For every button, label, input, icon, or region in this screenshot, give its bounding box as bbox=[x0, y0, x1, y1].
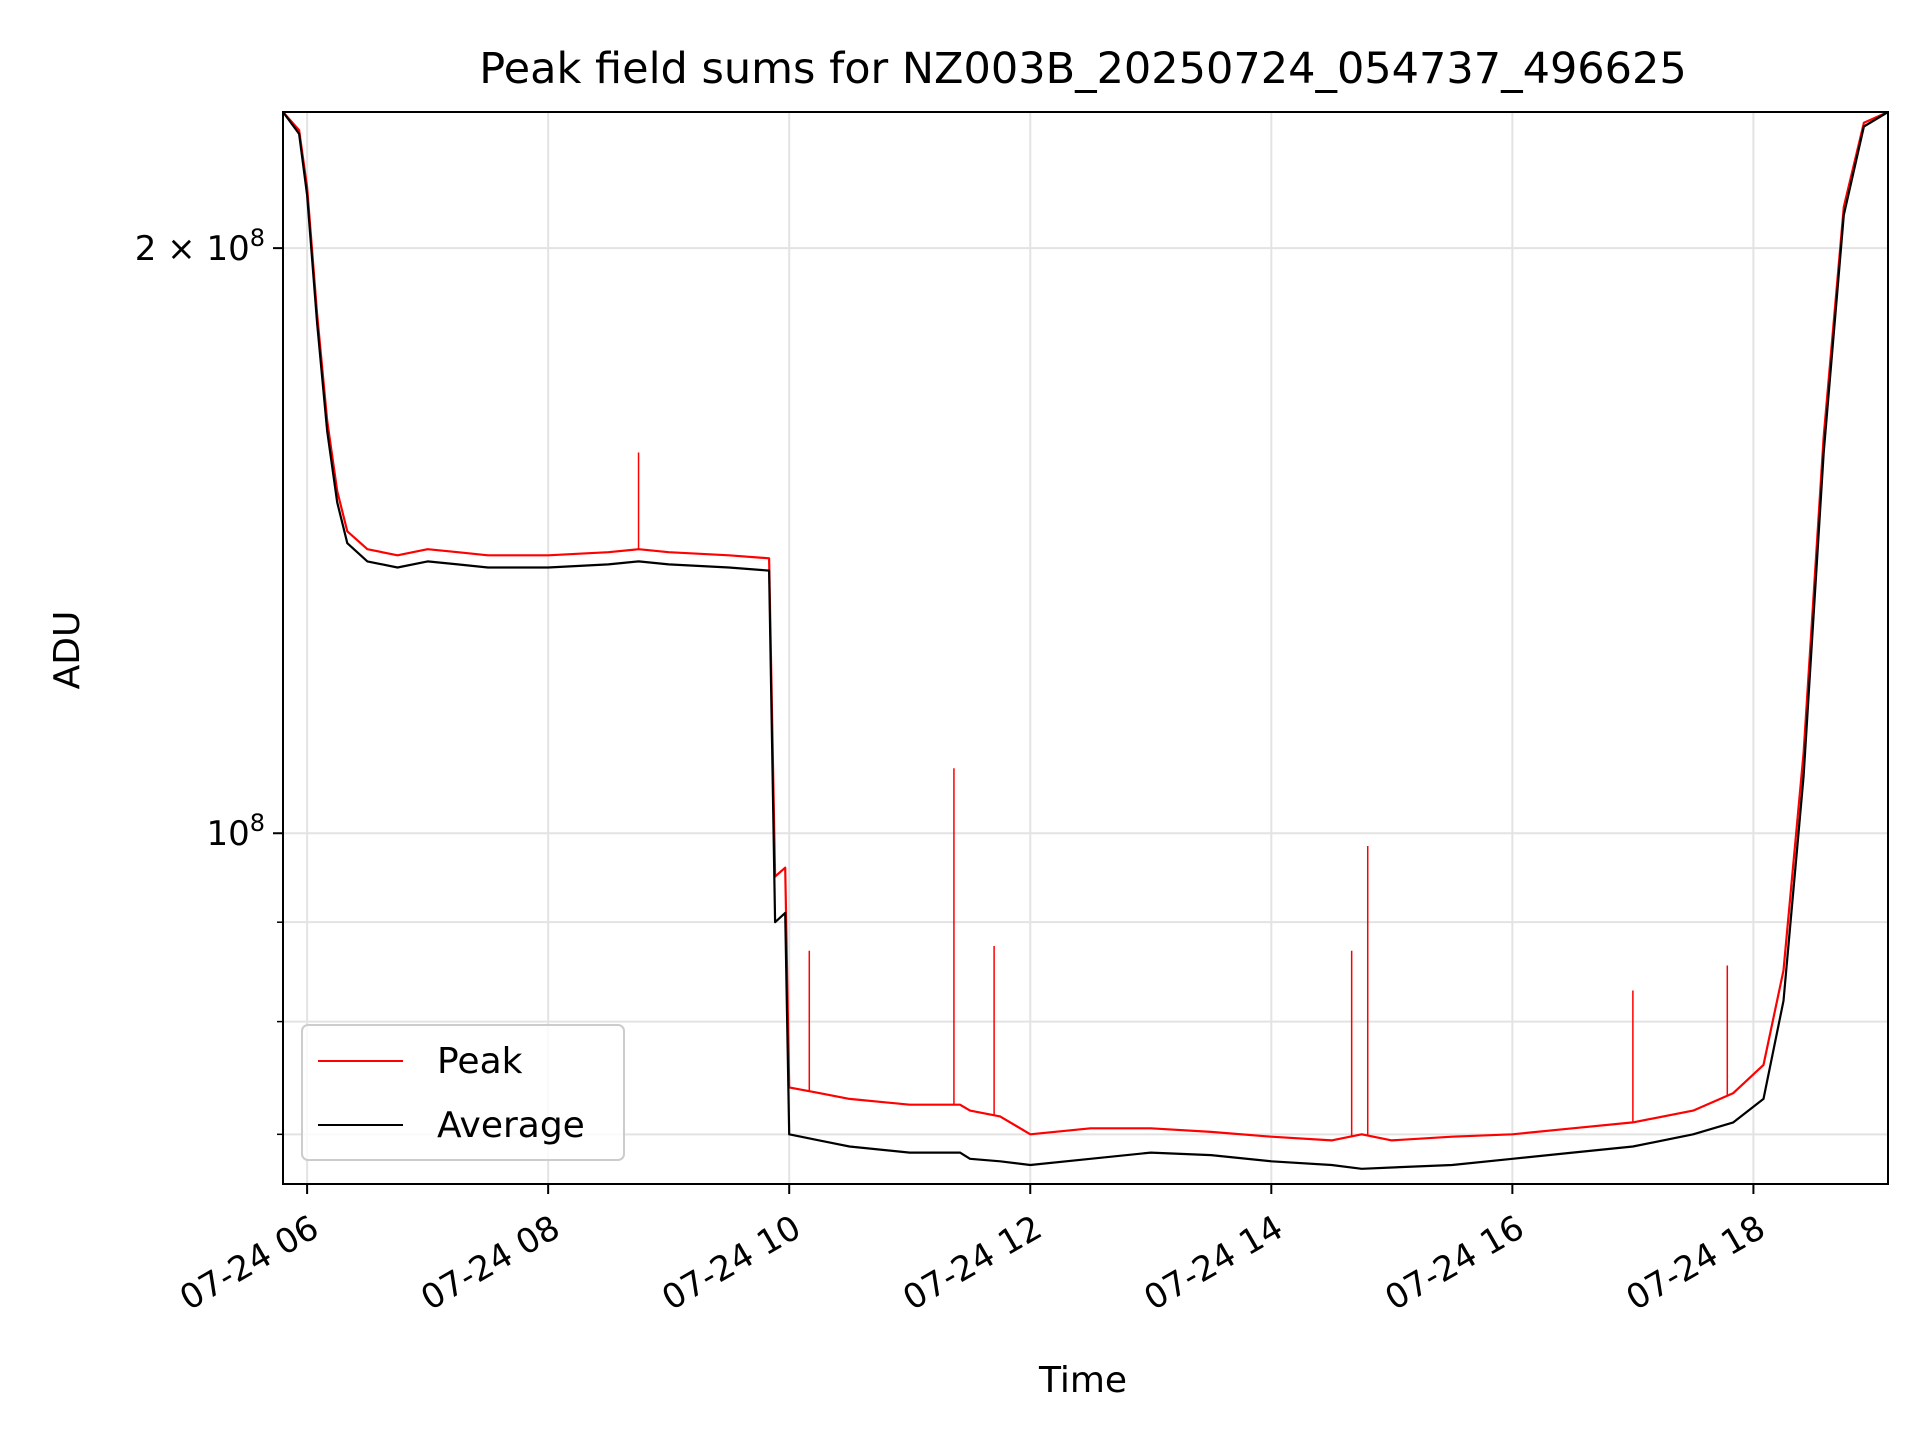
x-axis-label: Time bbox=[1038, 1360, 1127, 1401]
grid bbox=[283, 112, 1888, 1184]
series-layer bbox=[282, 110, 1889, 1170]
legend-box bbox=[301, 1024, 625, 1161]
legend: Peak Average bbox=[301, 1024, 625, 1161]
legend-label-average: Average bbox=[437, 1105, 585, 1146]
chart-title: Peak field sums for NZ003B_20250724_0547… bbox=[479, 44, 1687, 94]
legend-label-peak: Peak bbox=[437, 1041, 523, 1082]
y-axis-label: ADU bbox=[47, 611, 88, 690]
y-tick-label: 2 × 108 bbox=[135, 224, 265, 269]
y-tick-label: 108 bbox=[206, 809, 265, 854]
plot-frame bbox=[282, 111, 1889, 1185]
series-line-average bbox=[282, 111, 1889, 1170]
series-line-peak bbox=[282, 110, 1889, 1142]
